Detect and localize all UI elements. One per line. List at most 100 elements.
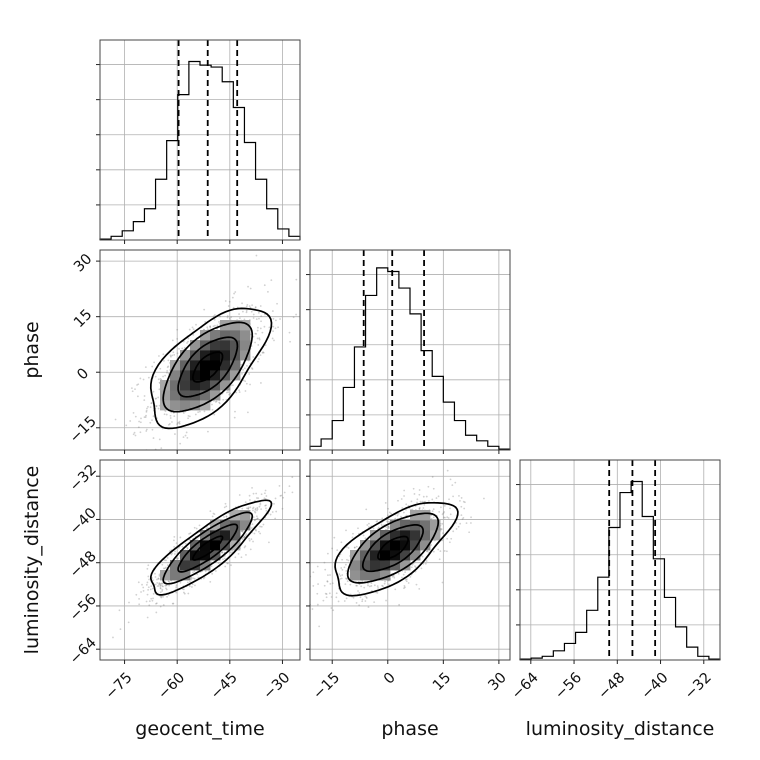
scatter-point xyxy=(146,593,149,596)
scatter-point xyxy=(192,571,194,574)
scatter-point xyxy=(418,489,421,491)
scatter-point xyxy=(177,546,180,549)
scatter-point xyxy=(437,495,440,498)
scatter-point xyxy=(343,600,346,602)
contour-level-2 xyxy=(162,321,254,413)
scatter-point xyxy=(318,625,321,628)
scatter-point xyxy=(361,579,364,582)
scatter-point xyxy=(173,546,176,548)
scatter-point xyxy=(388,583,390,586)
scatter-point xyxy=(446,537,449,540)
scatter-point xyxy=(184,542,187,545)
scatter-point xyxy=(162,604,165,606)
scatter-point xyxy=(151,419,153,422)
scatter-point xyxy=(114,418,117,421)
scatter-point xyxy=(264,344,267,346)
scatter-point xyxy=(144,416,147,419)
scatter-point xyxy=(136,384,138,386)
scatter-point xyxy=(198,524,201,527)
scatter-point xyxy=(275,319,277,322)
scatter-point xyxy=(387,507,389,510)
scatter-point xyxy=(382,585,384,588)
scatter-point xyxy=(449,513,452,516)
scatter-point xyxy=(159,367,162,370)
scatter-point xyxy=(161,563,164,566)
scatter-point xyxy=(271,511,274,513)
scatter-point xyxy=(403,584,406,587)
scatter-point xyxy=(380,523,383,526)
scatter-point xyxy=(332,609,335,612)
scatter-point xyxy=(282,496,285,499)
density-cell xyxy=(380,570,391,581)
scatter-point xyxy=(210,561,213,563)
scatter-point xyxy=(155,602,158,605)
density-cell xyxy=(170,370,181,381)
scatter-point xyxy=(387,526,390,529)
scatter-point xyxy=(244,545,247,548)
scatter-point xyxy=(365,508,368,511)
scatter-point xyxy=(149,588,152,591)
scatter-point xyxy=(186,342,188,344)
scatter-point xyxy=(156,578,158,581)
scatter-point xyxy=(150,585,153,588)
scatter-point xyxy=(447,517,450,519)
scatter-point xyxy=(255,333,258,335)
scatter-point xyxy=(265,509,268,512)
scatter-point xyxy=(254,332,257,335)
scatter-point xyxy=(246,303,249,306)
scatter-point xyxy=(381,524,383,527)
scatter-point xyxy=(192,466,194,468)
scatter-point xyxy=(171,339,174,342)
scatter-point xyxy=(154,583,157,586)
scatter-point xyxy=(260,525,263,528)
scatter-point xyxy=(274,517,277,520)
scatter-point xyxy=(260,315,263,318)
scatter-point xyxy=(234,556,237,559)
density-cell xyxy=(360,550,371,561)
scatter-point xyxy=(251,486,253,489)
scatter-point xyxy=(255,318,258,320)
scatter-point xyxy=(272,325,275,328)
scatter-point xyxy=(441,581,444,584)
scatter-point xyxy=(233,416,236,419)
density-cell xyxy=(240,320,251,331)
density-cell xyxy=(380,550,391,561)
scatter-point xyxy=(245,311,248,314)
scatter-point xyxy=(147,376,150,379)
scatter-point xyxy=(130,387,133,390)
scatter-point xyxy=(387,520,390,523)
scatter-point xyxy=(246,364,248,367)
scatter-point xyxy=(462,517,465,519)
scatter-point xyxy=(138,597,140,600)
scatter-point xyxy=(173,353,176,356)
scatter-point xyxy=(160,596,163,599)
scatter-point xyxy=(333,536,336,539)
scatter-point xyxy=(140,591,142,593)
scatter-point xyxy=(405,508,407,511)
scatter-point xyxy=(326,580,329,583)
scatter-point xyxy=(168,422,171,425)
scatter-point xyxy=(393,575,395,577)
scatter-point xyxy=(194,413,197,416)
scatter-point xyxy=(178,420,181,423)
scatter-point xyxy=(363,586,366,589)
scatter-point xyxy=(166,366,169,369)
scatter-point xyxy=(143,395,146,397)
scatter-point xyxy=(165,413,168,416)
scatter-point xyxy=(245,305,248,308)
scatter-point xyxy=(148,578,150,581)
scatter-point xyxy=(247,507,250,510)
density-cell xyxy=(410,550,421,561)
scatter-point xyxy=(349,583,352,586)
x-axis-label-luminosity-distance: luminosity_distance xyxy=(526,718,715,740)
scatter-point xyxy=(459,522,462,525)
scatter-point xyxy=(132,433,135,436)
scatter-point xyxy=(159,587,162,590)
panel-content xyxy=(114,254,298,468)
scatter-point xyxy=(253,532,256,535)
scatter-point xyxy=(168,584,170,587)
scatter-point xyxy=(347,559,350,562)
scatter-point xyxy=(225,505,228,508)
scatter-point xyxy=(238,317,241,320)
scatter-point xyxy=(329,582,332,585)
